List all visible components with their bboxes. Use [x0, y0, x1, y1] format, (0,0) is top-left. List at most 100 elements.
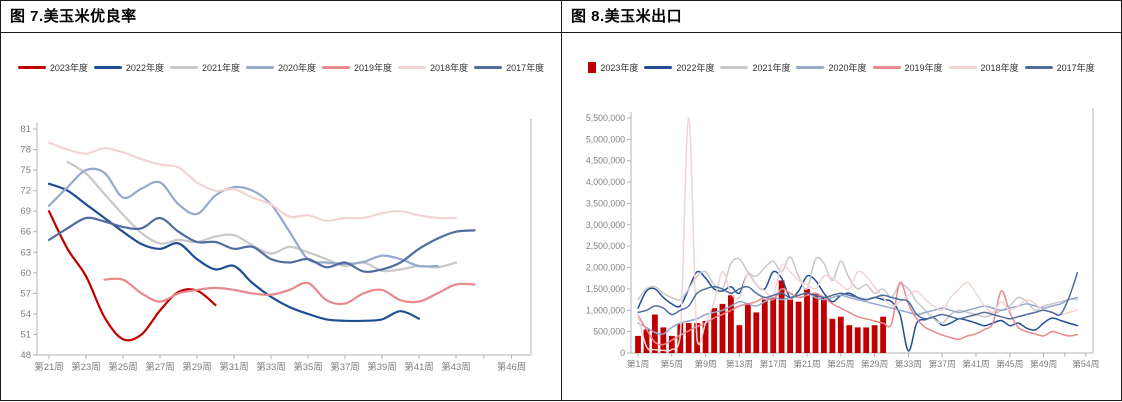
x-tick-label: 第29周 [861, 358, 888, 369]
bar-2023 [668, 335, 675, 353]
x-tick-label: 第46周 [497, 361, 527, 373]
legend-label: 2023年度 [49, 62, 88, 73]
y-tick-label: 63 [20, 247, 31, 258]
bar-2023 [728, 295, 734, 353]
figure-7-chart: 48 51 54 57 60 63 66 69 72 75 78 81 第21周 第23周 第25周 第27周… [20, 119, 532, 373]
x-tick-label: 第39周 [367, 361, 397, 373]
y-tick-label: 60 [20, 268, 31, 279]
bar-2023 [854, 327, 861, 353]
legend-item-2019: 2019年度 [872, 61, 943, 74]
bar-2023 [804, 288, 810, 353]
line-swatch-icon [169, 65, 198, 69]
line-swatch-icon [398, 65, 427, 69]
x-tick-label: 第1周 [627, 358, 650, 369]
x-tick-label: 第31周 [219, 361, 249, 373]
x-tick-label: 第41周 [404, 361, 434, 373]
legend-label: 2019年度 [354, 62, 393, 73]
line-series-2018 [637, 117, 1079, 352]
y-tick-label: 3,500,000 [586, 199, 625, 209]
x-tick-label: 第21周 [793, 358, 820, 369]
y-tick-label: 4,500,000 [586, 156, 625, 166]
legend-item-2017: 2017年度 [1024, 61, 1095, 74]
bar-2023 [829, 318, 836, 353]
x-tick-label: 第49周 [1030, 358, 1057, 369]
bar-swatch-icon [588, 61, 597, 73]
legend-item-2020: 2020年度 [245, 61, 317, 74]
legend-label: 2020年度 [277, 62, 317, 73]
x-tick-label: 第37周 [330, 361, 360, 373]
y-tick-label: 78 [20, 145, 31, 156]
legend-item-2021: 2021年度 [720, 61, 790, 74]
line-series-2020 [47, 167, 439, 268]
x-tick-label: 第33周 [895, 358, 922, 369]
figure-8-title: 图 8.美玉米出口 [562, 1, 1121, 33]
legend-item-2023: 2023年度 [588, 61, 638, 74]
y-tick-label: 48 [20, 350, 31, 361]
line-series-2020 [637, 292, 1079, 335]
y-tick-label: 57 [20, 288, 31, 299]
bar-2023 [837, 316, 844, 353]
line-series-2017 [637, 271, 1079, 320]
legend-label: 2018年度 [980, 62, 1019, 73]
bar-2023 [863, 327, 870, 353]
line-series-2017 [47, 216, 476, 273]
legend-label: 2021年度 [201, 62, 240, 73]
line-series-2018 [47, 141, 458, 222]
x-tick-label: 第29周 [182, 361, 212, 373]
bar-2023 [871, 325, 878, 353]
x-tick-label: 第35周 [293, 361, 323, 373]
y-tick-label: 5,000,000 [586, 134, 625, 144]
line-swatch-icon [17, 65, 46, 69]
x-tick-label: 第27周 [145, 361, 175, 373]
legend-item-2017: 2017年度 [474, 61, 544, 74]
bar-2023 [635, 335, 641, 353]
legend-item-2022: 2022年度 [93, 61, 164, 74]
x-tick-label: 第41周 [962, 358, 989, 369]
bar-2023 [745, 303, 751, 353]
legend-label: 2017年度 [506, 62, 545, 73]
y-tick-label: 72 [20, 186, 31, 197]
line-series-2021 [637, 256, 1079, 324]
x-tick-label: 第25周 [108, 361, 138, 373]
x-tick-label: 第43周 [441, 361, 471, 373]
bar-2023 [660, 327, 667, 353]
y-tick-label: 81 [20, 124, 31, 135]
y-tick-label: 75 [20, 165, 31, 176]
line-swatch-icon [796, 65, 825, 69]
figure-8-legend: 2023年度 2022年度 2021年度 2020年度 2019年度 2018年度 2017… [562, 59, 1121, 75]
y-tick-label: 3,000,000 [586, 220, 625, 230]
bar-2023 [702, 321, 709, 353]
legend-item-2023: 2023年度 [17, 61, 88, 74]
x-tick-label: 第23周 [71, 361, 101, 373]
x-tick-label: 第9周 [694, 358, 717, 369]
line-swatch-icon [872, 65, 901, 69]
figure-8-chart: 0 500,000 1,000,000 1,500,000 2,000,000 2,500… [586, 108, 1099, 369]
legend-label: 2017年度 [1056, 62, 1095, 73]
legend-label: 2022年度 [676, 62, 715, 73]
x-tick-label: 第5周 [661, 358, 684, 369]
y-tick-label: 5,500,000 [586, 113, 625, 123]
line-swatch-icon [720, 65, 749, 69]
legend-label: 2018年度 [430, 62, 469, 73]
bar-2023 [736, 325, 743, 353]
line-series-2023 [47, 210, 217, 342]
legend-item-2022: 2022年度 [644, 61, 714, 74]
line-swatch-icon [245, 65, 274, 69]
bar-2023 [761, 299, 768, 353]
line-swatch-icon [474, 65, 503, 69]
y-tick-label: 4,000,000 [586, 177, 625, 187]
y-tick-label: 1,500,000 [586, 284, 625, 294]
bar-2023 [846, 325, 853, 353]
x-tick-label: 第33周 [256, 361, 286, 373]
y-tick-label: 1,000,000 [586, 305, 625, 315]
line-series-2019 [637, 281, 1079, 346]
bar-2023 [685, 323, 692, 353]
bar-2023 [643, 329, 650, 353]
x-tick-label: 第17周 [760, 358, 787, 369]
bar-2023 [812, 293, 819, 353]
legend-item-2018: 2018年度 [398, 61, 468, 74]
line-series-2021 [66, 160, 458, 273]
line-swatch-icon [93, 65, 122, 69]
legend-item-2020: 2020年度 [796, 61, 867, 74]
figure-7-panel: 图 7.美玉米优良率 2023年度 2022年度 2021年度 2020年度 2019年… [1, 1, 561, 400]
